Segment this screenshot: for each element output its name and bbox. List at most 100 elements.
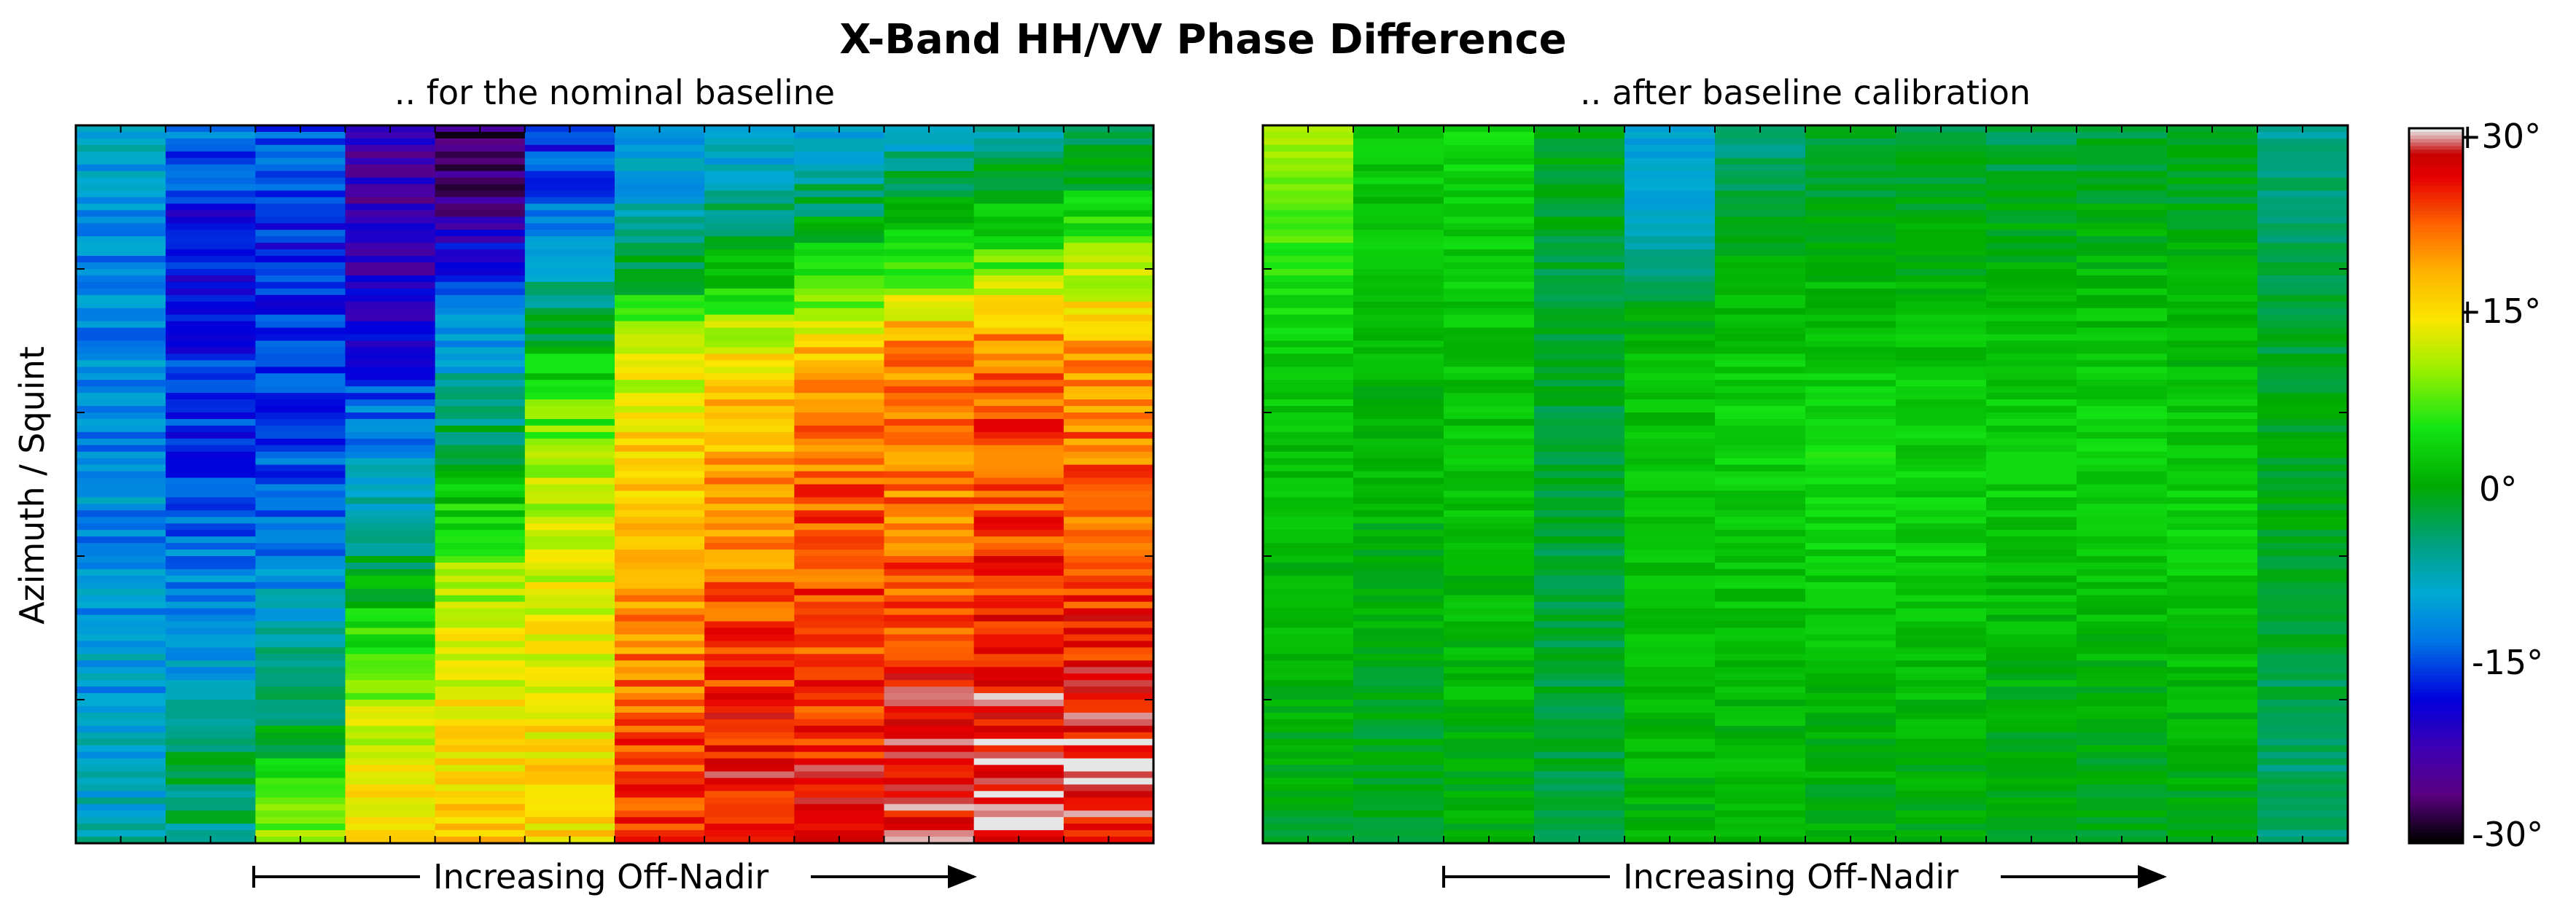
heatmap-cell xyxy=(1353,458,1444,466)
heatmap-cell xyxy=(973,464,1065,472)
heatmap-cell xyxy=(1534,406,1625,413)
heatmap-cell xyxy=(1624,719,1716,727)
heatmap-cell xyxy=(1063,660,1154,668)
heatmap-cell xyxy=(1353,614,1444,622)
heatmap-cell xyxy=(1534,824,1625,831)
heatmap-cell xyxy=(255,595,346,603)
heatmap-cell xyxy=(1896,660,1987,668)
colorbar-cell xyxy=(2409,435,2463,440)
heatmap-cell xyxy=(1624,614,1716,622)
heatmap-cell xyxy=(794,490,885,498)
heatmap-cell xyxy=(435,177,526,185)
heatmap-cell xyxy=(1986,484,2077,492)
heatmap-cell xyxy=(884,556,975,563)
heatmap-cell xyxy=(524,203,615,211)
colorbar-cell xyxy=(2409,564,2463,568)
heatmap-cell xyxy=(1063,700,1154,707)
heatmap-cell xyxy=(1063,210,1154,217)
heatmap-cell xyxy=(166,824,256,831)
heatmap-cell xyxy=(255,203,346,211)
heatmap-cell xyxy=(1896,517,1987,524)
heatmap-cell xyxy=(615,654,705,661)
heatmap-cell xyxy=(1986,830,2077,837)
heatmap-cell xyxy=(704,327,795,335)
heatmap-cell xyxy=(166,327,256,335)
heatmap-cell xyxy=(884,144,975,152)
heatmap-cell xyxy=(1063,431,1154,439)
right-x-axis-label: Increasing Off-Nadir xyxy=(1623,857,1959,896)
heatmap-cell xyxy=(2257,210,2349,217)
heatmap-cell xyxy=(615,745,705,753)
heatmap-cell xyxy=(2167,413,2258,420)
heatmap-cell xyxy=(1896,712,1987,720)
heatmap-cell xyxy=(1444,614,1535,622)
heatmap-cell xyxy=(524,321,615,329)
heatmap-cell xyxy=(166,601,256,609)
heatmap-cell xyxy=(1263,667,1354,674)
heatmap-cell xyxy=(345,824,436,831)
heatmap-cell xyxy=(524,543,615,550)
heatmap-cell xyxy=(1986,269,2077,276)
heatmap-cell xyxy=(1715,693,1806,700)
heatmap-cell xyxy=(166,771,256,779)
heatmap-cell xyxy=(1986,784,2077,791)
heatmap-cell xyxy=(1715,810,1806,818)
heatmap-cell xyxy=(1896,530,1987,537)
heatmap-cell xyxy=(166,568,256,576)
heatmap-cell xyxy=(435,797,526,805)
heatmap-cell xyxy=(1896,810,1987,818)
heatmap-cell xyxy=(1063,804,1154,811)
heatmap-cell xyxy=(1063,373,1154,380)
heatmap-cell xyxy=(615,294,705,302)
heatmap-cell xyxy=(1896,568,1987,576)
heatmap-cell xyxy=(973,151,1065,159)
colorbar-cell xyxy=(2409,396,2463,401)
heatmap-cell xyxy=(973,425,1065,433)
heatmap-cell xyxy=(1063,484,1154,492)
heatmap-cell xyxy=(973,484,1065,492)
heatmap-cell xyxy=(435,719,526,727)
heatmap-cell xyxy=(1986,765,2077,773)
heatmap-cell xyxy=(76,171,166,179)
heatmap-cell xyxy=(794,269,885,276)
heatmap-cell xyxy=(704,810,795,818)
heatmap-cell xyxy=(1353,334,1444,342)
heatmap-cell xyxy=(2257,477,2349,485)
heatmap-cell xyxy=(1353,230,1444,237)
heatmap-cell xyxy=(2257,334,2349,342)
colorbar-cell xyxy=(2409,296,2463,301)
heatmap-cell xyxy=(884,347,975,354)
heatmap-cell xyxy=(1353,184,1444,192)
heatmap-cell xyxy=(76,308,166,316)
heatmap-cell xyxy=(1624,464,1716,472)
heatmap-cell xyxy=(255,340,346,348)
heatmap-cell xyxy=(615,687,705,694)
heatmap-cell xyxy=(1624,334,1716,342)
heatmap-cell xyxy=(794,771,885,779)
heatmap-cell xyxy=(884,451,975,459)
heatmap-cell xyxy=(255,262,346,270)
heatmap-cell xyxy=(1444,700,1535,707)
heatmap-cell xyxy=(524,216,615,224)
heatmap-cell xyxy=(1444,673,1535,681)
heatmap-cell xyxy=(704,614,795,622)
heatmap-cell xyxy=(1986,451,2077,459)
heatmap-cell xyxy=(435,647,526,654)
heatmap-cell xyxy=(1805,751,1896,759)
colorbar-cell xyxy=(2409,611,2463,615)
heatmap-cell xyxy=(704,647,795,654)
heatmap-cell xyxy=(1063,288,1154,296)
heatmap-cell xyxy=(1986,177,2077,185)
heatmap-cell xyxy=(76,138,166,146)
heatmap-cell xyxy=(1353,601,1444,609)
colorbar-cell xyxy=(2409,600,2463,604)
heatmap-cell xyxy=(1715,562,1806,570)
heatmap-cell xyxy=(1805,667,1896,674)
heatmap-cell xyxy=(255,131,346,139)
heatmap-cell xyxy=(884,687,975,694)
heatmap-cell xyxy=(615,184,705,192)
heatmap-cell xyxy=(2077,223,2168,230)
heatmap-cell xyxy=(1444,680,1535,687)
heatmap-cell xyxy=(794,687,885,694)
heatmap-cell xyxy=(2167,327,2258,335)
